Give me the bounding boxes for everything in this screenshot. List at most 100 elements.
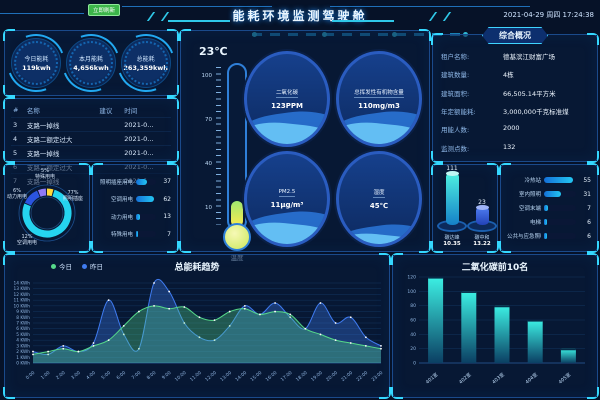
svg-text:80: 80: [410, 303, 416, 309]
bar-track: [136, 178, 156, 185]
svg-text:401室: 401室: [424, 371, 439, 385]
overview-label: 监测点数:: [441, 144, 470, 153]
env-gauge-value: 110mg/m3: [358, 102, 400, 110]
table-cell: 2021-0...: [122, 117, 171, 132]
bar-label: 照明插座用电: [99, 179, 133, 186]
refresh-button[interactable]: 立即刷新: [88, 4, 121, 16]
svg-text:405室: 405室: [557, 371, 572, 385]
trend-chart-title: 总能耗趋势: [174, 263, 220, 273]
gauge-caption: 碳达峰 10.35: [443, 235, 461, 247]
pie-slice-label: 77% 照明插座: [63, 190, 84, 202]
bar-row: 特殊用电 7: [99, 230, 171, 239]
bar-track: [544, 219, 576, 225]
bar-fill: [544, 177, 574, 183]
thermometer-bulb: [223, 223, 251, 251]
bar-row: 冷热站 55: [507, 176, 591, 185]
env-gauge-label: 湿度: [373, 190, 385, 198]
table-cell: [97, 145, 123, 160]
energy-stats-panel: 今日能耗 119kwh 本月能耗 4,656kwh 总能耗 263,359kwh: [3, 29, 179, 97]
carbon-gauges-panel: 111 碳达峰 10.35 23 碳中和 13.22: [431, 163, 499, 253]
bar-fill: [544, 219, 548, 225]
thermometer-fill: [231, 201, 243, 227]
gauge-caption: 碳中和 13.22: [473, 235, 491, 247]
svg-text:21:00: 21:00: [340, 370, 354, 383]
bar-track: [544, 191, 576, 197]
table-cell: [97, 117, 123, 132]
legend-item[interactable]: 今日: [51, 261, 72, 271]
legend-label: 今日: [59, 263, 72, 271]
thermometer-tube: [227, 63, 247, 231]
subitem-rank-bars: 冷热站 55 室内照明 31 空调末端 7 电梯 6 公共与应急照明 6: [507, 173, 591, 243]
alarm-table-panel: # 名称 建议 时间 3 支路一掉线 2021-0... 4 支路二额定过大 2021-0... 5…: [3, 97, 179, 187]
header-cyan-line-right: [332, 20, 394, 22]
subitem-rank-panel: 冷热站 55 室内照明 31 空调末端 7 电梯 6 公共与应急照明 6: [499, 163, 599, 253]
svg-text:8 KWh: 8 KWh: [16, 315, 30, 321]
stat-value: 263,359kwh: [123, 64, 168, 72]
overview-value: 132: [503, 142, 516, 151]
bar-row: 公共与应急照明 6: [507, 232, 591, 241]
bar-label: 空调用电: [110, 197, 133, 204]
header-hairline-left: [122, 6, 272, 7]
svg-text:100: 100: [407, 289, 416, 295]
thermo-tick-label: 100: [201, 73, 213, 79]
bar-row: 空调用电 62: [99, 195, 171, 204]
table-row[interactable]: 5 支路一掉线 2021-0...: [11, 145, 171, 160]
stat-circle: 本月能耗 4,656kwh: [65, 38, 116, 88]
legend-item[interactable]: 昨日: [82, 261, 103, 271]
svg-text:60: 60: [410, 318, 416, 324]
bar-value: 55: [583, 176, 591, 184]
overview-label: 年定额能耗:: [441, 108, 476, 117]
bar-track: [136, 196, 156, 203]
overview-value: 4栋: [503, 71, 514, 80]
svg-text:14 KWh: 14 KWh: [14, 281, 31, 287]
stat-value: 119kwh: [22, 64, 51, 72]
overview-row: 建筑面积: 66,505.14平方米: [441, 88, 589, 98]
carbon-gauge: 23 碳中和 13.22: [467, 199, 497, 247]
svg-text:6:00: 6:00: [115, 370, 127, 381]
bar-track: [544, 233, 576, 239]
svg-text:16:00: 16:00: [265, 370, 279, 383]
bar-label: 空调末端: [518, 206, 541, 212]
svg-text:20: 20: [410, 346, 416, 352]
pie-slice-label: 5% 特殊用电: [35, 168, 56, 180]
bar-row: 动力用电 13: [99, 213, 171, 221]
overview-label: 租户名称:: [441, 53, 470, 62]
header-hairline-right: [330, 6, 530, 7]
svg-text:9:00: 9:00: [161, 370, 173, 381]
svg-text:1:00: 1:00: [40, 370, 52, 381]
co2-bar-chart: 0 20 40 60 80 100 120 401室 402室 403室 404室 405室: [407, 275, 585, 386]
svg-text:403室: 403室: [491, 371, 506, 385]
svg-text:22:00: 22:00: [355, 370, 369, 383]
env-gauges: 二氧化碳 123PPM 总挥发性有机物含量 110mg/m3 PM2.5 11μg/m³ 湿…: [243, 51, 423, 247]
table-cell: 3: [11, 117, 25, 132]
svg-text:15:00: 15:00: [249, 370, 263, 383]
overview-title: 综合概况: [482, 27, 548, 44]
stat-value: 4,656kwh: [73, 64, 109, 72]
usage-rank-bars: 照明插座用电 37 空调用电 62 动力用电 13 特殊用电 7: [99, 173, 171, 243]
svg-text:13:00: 13:00: [219, 370, 233, 383]
bar-label: 电梯: [529, 220, 541, 226]
overview-value: 3,000,000千克标准煤: [503, 108, 569, 117]
table-row[interactable]: 4 支路二额定过大 2021-0...: [11, 131, 171, 146]
svg-text:5 KWh: 5 KWh: [16, 332, 30, 338]
overview-label: 建筑面积:: [441, 89, 470, 98]
alarm-table-header: #: [13, 106, 19, 114]
svg-text:404室: 404室: [524, 371, 539, 385]
alarm-table-header: 时间: [124, 107, 138, 115]
table-row[interactable]: 3 支路一掉线 2021-0...: [11, 117, 171, 132]
gauge-cylinder: [445, 171, 459, 225]
bar-value: 62: [163, 195, 171, 203]
overview-row: 用能人数: 2000: [441, 124, 589, 134]
header-cyan-line-left: [168, 20, 230, 22]
stat-label: 本月能耗: [78, 56, 103, 63]
overview-row: 建筑数量: 4栋: [441, 69, 589, 79]
table-cell: 支路一掉线: [24, 117, 98, 132]
co2-chart-title: 二氧化碳前10名: [461, 263, 529, 273]
svg-text:20:00: 20:00: [325, 370, 339, 383]
trend-chart-panel: 总能耗趋势 今日 昨日 0 KWh 1 KWh 2 KWh 3 KWh 4 KWh 5 KW…: [3, 253, 391, 399]
bar-fill: [544, 191, 561, 197]
bar-fill: [136, 231, 138, 238]
bar-row: 室内照明 31: [507, 190, 591, 199]
